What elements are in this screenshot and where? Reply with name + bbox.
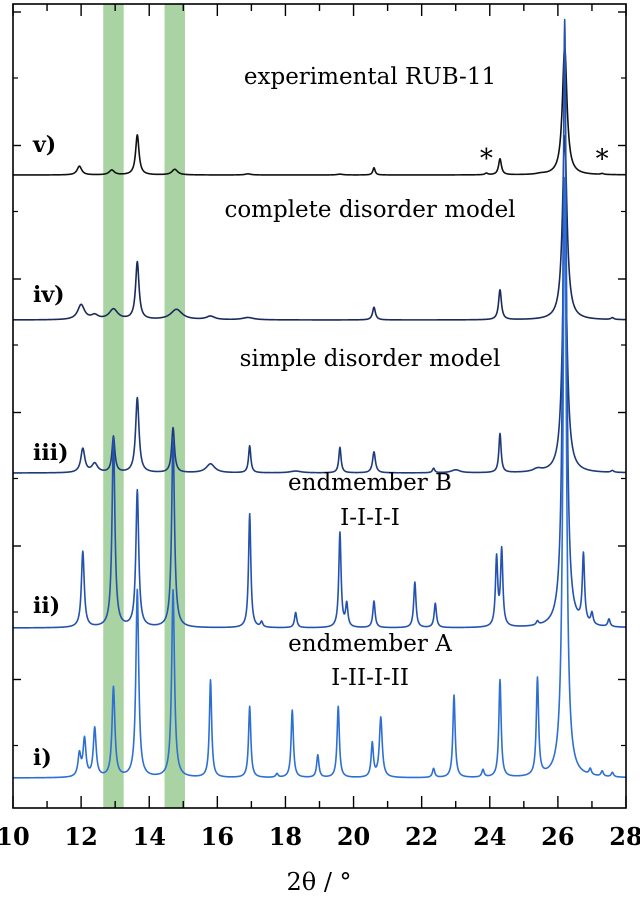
x-tick-label: 28 xyxy=(609,822,640,851)
x-tick-label: 22 xyxy=(405,822,438,851)
trace-v xyxy=(12,46,627,176)
trace-ii xyxy=(12,18,627,629)
highlight-bands xyxy=(103,4,185,808)
x-axis-label: 2θ / ° xyxy=(286,868,351,896)
x-tick-label: 24 xyxy=(473,822,506,851)
x-tick-label: 14 xyxy=(133,822,166,851)
axis-ticks xyxy=(12,4,627,808)
x-tick-labels: 10 12 14 16 18 20 22 24 26 28 xyxy=(0,822,640,851)
x-tick-label: 18 xyxy=(269,822,302,851)
annotation-v-1: * xyxy=(480,144,493,174)
series-label-v: v) xyxy=(32,132,56,158)
series-label-i: i) xyxy=(33,745,52,771)
x-tick-label: 16 xyxy=(201,822,234,851)
series-subtitle-ii: I-I-I-I xyxy=(340,505,400,531)
series-label-ii: ii) xyxy=(33,593,60,619)
x-tick-label: 26 xyxy=(541,822,574,851)
series-title-iv: complete disorder model xyxy=(224,197,515,223)
series-label-iv: iv) xyxy=(33,282,65,308)
series-title-ii: endmember B xyxy=(288,470,452,496)
x-tick-label: 12 xyxy=(64,822,97,851)
series-subtitle-i: I-II-I-II xyxy=(331,665,409,691)
series-title-v: experimental RUB-11 xyxy=(244,64,496,90)
trace-i xyxy=(12,176,627,779)
x-tick-label: 10 xyxy=(0,822,30,851)
highlight-band-2 xyxy=(164,4,185,808)
pattern-traces xyxy=(12,18,627,779)
annotation-v-2: * xyxy=(596,144,609,174)
series-label-iii: iii) xyxy=(33,440,68,466)
trace-iii xyxy=(12,232,627,474)
trace-iv xyxy=(12,135,627,321)
series-labels: v) iv) iii) ii) i) xyxy=(32,132,68,771)
series-titles: experimental RUB-11 complete disorder mod… xyxy=(224,64,515,691)
x-tick-label: 20 xyxy=(337,822,370,851)
series-title-i: endmember A xyxy=(288,631,452,657)
series-title-iii: simple disorder model xyxy=(240,346,501,372)
annotations: * * xyxy=(480,144,609,174)
